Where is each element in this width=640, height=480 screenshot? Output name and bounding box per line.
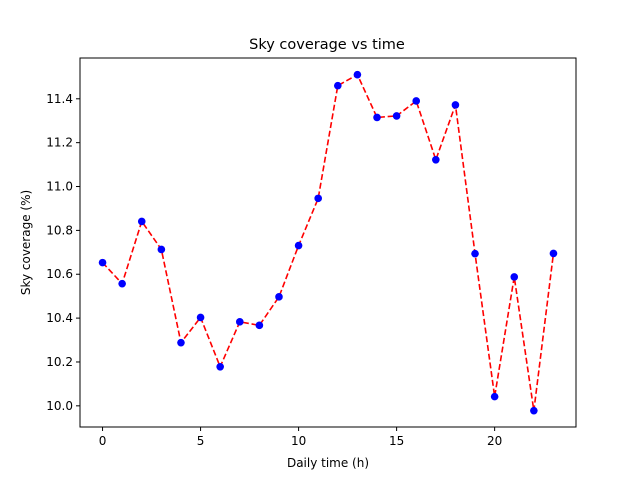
data-point: [314, 194, 322, 203]
x-tick-label: 5: [197, 434, 205, 448]
x-tick-label: 0: [99, 434, 107, 448]
data-point: [294, 241, 303, 250]
y-tick-label: 11.4: [46, 92, 73, 106]
x-axis: 0 5 10 15 20: [99, 427, 502, 448]
data-point: [530, 406, 538, 415]
axes-frame: [79, 57, 577, 428]
data-point: [137, 217, 146, 226]
data-point: [373, 113, 381, 122]
series-line: [101, 73, 555, 411]
data-point: [412, 97, 421, 105]
x-tick-label: 15: [389, 434, 404, 448]
plot-area: [98, 70, 558, 415]
data-point: [255, 321, 264, 330]
data-point: [98, 258, 107, 267]
data-point: [353, 70, 362, 79]
data-point: [451, 101, 460, 109]
chart-title: Sky coverage vs time: [249, 37, 405, 53]
y-tick-label: 10.4: [46, 311, 73, 325]
y-tick-label: 10.2: [46, 355, 73, 369]
y-tick-label: 10.8: [46, 223, 73, 237]
data-point: [196, 313, 205, 322]
data-point: [432, 155, 440, 164]
y-tick-label: 11.2: [46, 136, 73, 150]
data-point: [392, 112, 401, 120]
y-axis: 10.0 10.2 10.4 10.6 10.8 11.0 11.2 11.4: [46, 92, 80, 413]
y-tick-label: 11.0: [46, 180, 73, 194]
data-point: [177, 338, 185, 347]
data-point: [275, 293, 283, 301]
data-point: [334, 81, 342, 90]
data-point: [510, 273, 519, 281]
data-point: [235, 318, 244, 326]
data-point: [118, 279, 126, 288]
y-tick-label: 10.0: [46, 399, 73, 413]
data-point: [471, 249, 479, 258]
data-point: [216, 362, 224, 371]
data-point: [157, 245, 166, 254]
x-tick-label: 20: [487, 434, 502, 448]
x-tick-label: 10: [291, 434, 306, 448]
x-axis-label: Daily time (h): [287, 456, 369, 470]
y-tick-label: 10.6: [46, 267, 73, 281]
data-point: [490, 392, 499, 401]
y-axis-label: Sky coverage (%): [19, 190, 33, 295]
data-point: [549, 249, 558, 258]
